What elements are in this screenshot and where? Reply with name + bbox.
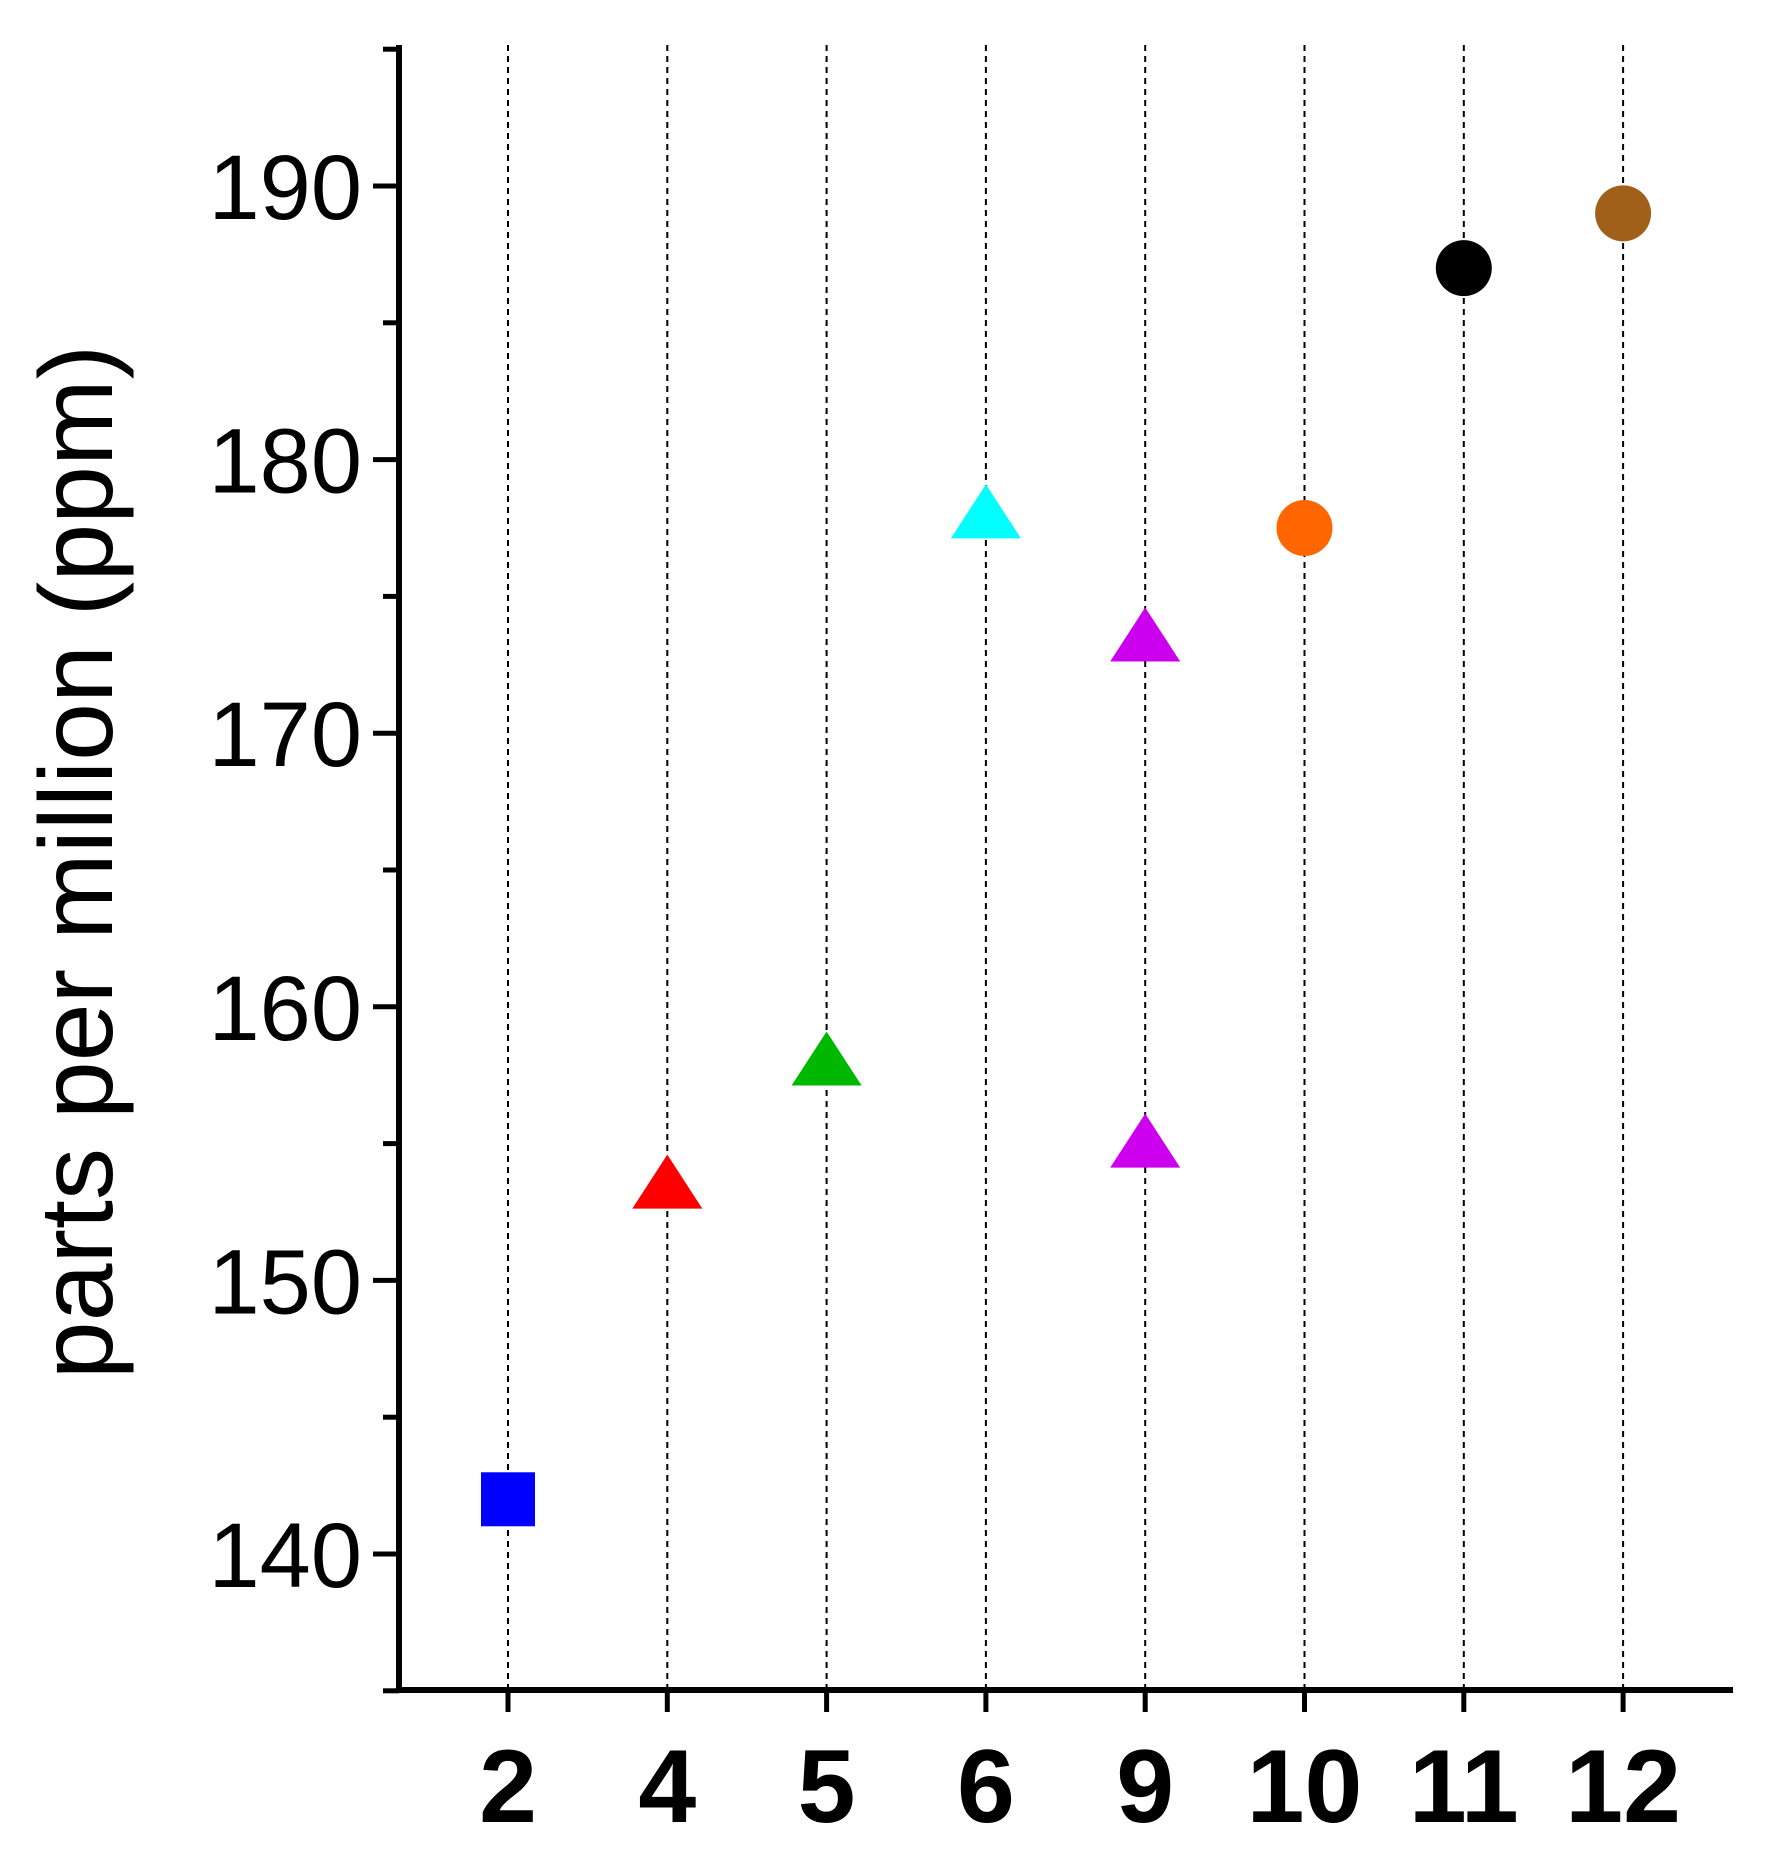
data-point-square xyxy=(481,1472,535,1527)
data-point-circle xyxy=(1276,500,1333,556)
y-tick-label: 170 xyxy=(209,684,363,786)
x-tick-label: 11 xyxy=(1409,1729,1519,1845)
x-tick-label: 9 xyxy=(1116,1729,1174,1845)
data-point-triangle xyxy=(632,1154,703,1209)
y-ticks: 140 150 160 170 180 190 xyxy=(209,46,399,1694)
data-point-triangle xyxy=(950,484,1021,539)
y-tick-label: 160 xyxy=(209,958,363,1060)
data-point-triangle xyxy=(1110,1113,1181,1168)
y-tick-label: 180 xyxy=(209,411,363,513)
y-axis-title: parts per million (ppm) xyxy=(19,345,135,1380)
x-tick-label: 2 xyxy=(479,1729,537,1845)
x-tick-label: 12 xyxy=(1565,1729,1681,1845)
data-point-triangle xyxy=(1110,607,1181,662)
x-tick-label: 4 xyxy=(638,1729,696,1845)
x-tick-label: 10 xyxy=(1247,1729,1363,1845)
axes xyxy=(396,45,1733,1693)
y-tick-label: 190 xyxy=(209,137,363,239)
data-point-circle xyxy=(1435,240,1492,297)
x-tick-label: 5 xyxy=(798,1729,856,1845)
data-point-triangle xyxy=(791,1031,862,1086)
y-tick-label: 150 xyxy=(209,1231,363,1333)
x-tick-label: 6 xyxy=(957,1729,1015,1845)
data-points xyxy=(481,185,1652,1527)
y-tick-label: 140 xyxy=(209,1505,363,1607)
x-ticks: 2 4 5 6 9 10 11 12 xyxy=(479,1690,1681,1845)
data-point-circle xyxy=(1595,185,1652,242)
